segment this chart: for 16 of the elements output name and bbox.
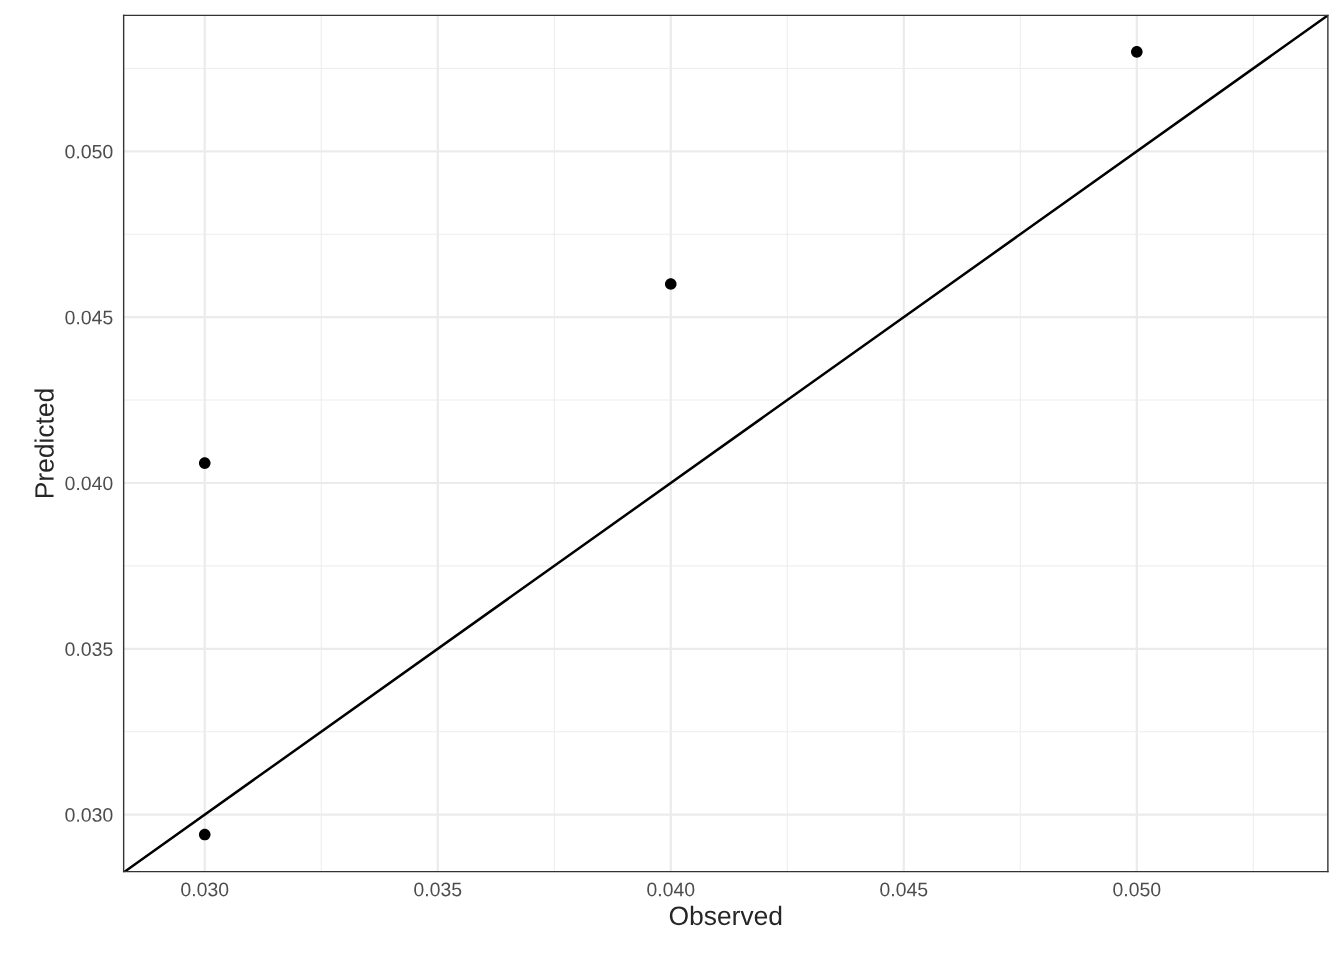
point	[1130, 46, 1143, 58]
y-tick-label: 0.050	[65, 144, 113, 159]
y-axis-title: Predicted	[34, 389, 54, 498]
x-tick-label: 0.050	[1113, 882, 1161, 897]
x-tick-label: 0.045	[880, 882, 928, 897]
x-tick-label: 0.035	[414, 882, 462, 897]
x-tick-label: 0.040	[647, 882, 695, 897]
y-tick-label: 0.030	[65, 808, 113, 822]
x-tick-label: 0.030	[181, 882, 229, 897]
y-tick-label: 0.045	[65, 310, 113, 325]
point	[198, 457, 211, 469]
y-tick-label: 0.040	[65, 476, 113, 491]
point	[664, 278, 677, 290]
x-axis-title: Observed	[669, 905, 782, 926]
y-tick-label: 0.035	[65, 642, 113, 657]
point	[198, 828, 211, 841]
